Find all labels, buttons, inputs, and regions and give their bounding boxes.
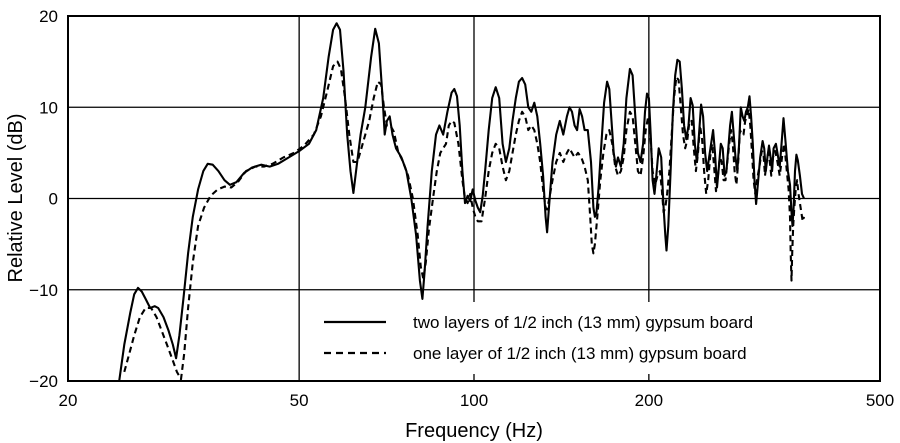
x-tick-label: 200 [635, 391, 663, 410]
legend-label-two-layers: two layers of 1/2 inch (13 mm) gypsum bo… [413, 313, 753, 332]
y-tick-label: −10 [29, 281, 58, 300]
series-line-one-layer [123, 60, 806, 381]
plot-frame [67, 15, 881, 382]
legend-label-one-layer: one layer of 1/2 inch (13 mm) gypsum boa… [413, 344, 747, 363]
x-tick-label: 50 [290, 391, 309, 410]
y-tick-label: 10 [39, 98, 58, 117]
x-tick-label: 20 [59, 391, 78, 410]
y-tick-label: 0 [49, 190, 58, 209]
y-tick-labels: −20 −10 0 10 20 [29, 7, 58, 391]
y-tick-label: 20 [39, 7, 58, 26]
y-tick-label: −20 [29, 372, 58, 391]
series-line-two-layers [118, 22, 805, 382]
y-axis-label: Relative Level (dB) [5, 114, 27, 283]
legend: two layers of 1/2 inch (13 mm) gypsum bo… [306, 302, 872, 374]
x-tick-label: 500 [866, 391, 894, 410]
x-axis-label: Frequency (Hz) [405, 420, 543, 442]
series-layer [118, 22, 806, 382]
x-tick-label: 100 [460, 391, 488, 410]
legend-background [306, 302, 872, 374]
x-tick-labels: 20 50 100 200 500 [59, 391, 895, 410]
